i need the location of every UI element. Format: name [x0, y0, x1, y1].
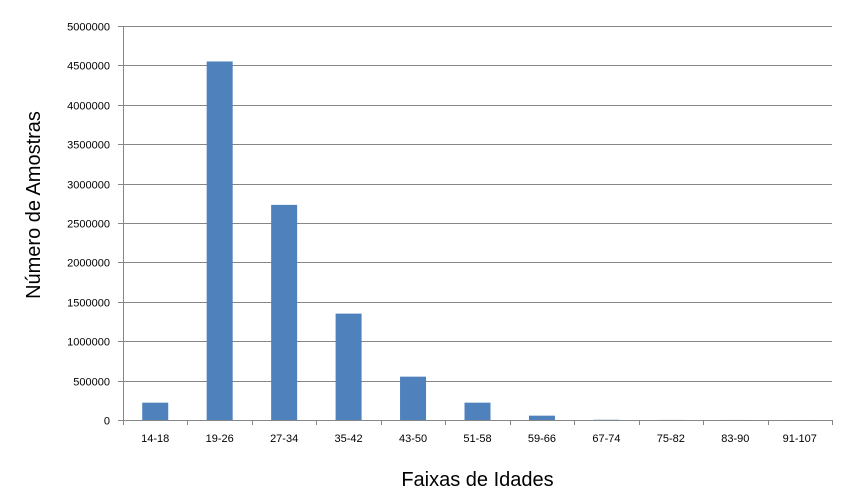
y-tick-label: 1500000: [67, 298, 110, 310]
bar-51-58: [464, 402, 491, 420]
y-tick-label: 2500000: [67, 219, 110, 231]
y-tick-label: 4500000: [67, 61, 110, 73]
bar-43-50: [400, 376, 427, 420]
y-axis-title: Número de Amostras: [23, 111, 45, 299]
y-tick-label: 1000000: [67, 337, 110, 349]
bars: [142, 61, 813, 421]
bar-35-42: [335, 313, 362, 420]
y-tick-labels: 0 500000 1000000 1500000 2000000 2500000 30000…: [67, 22, 110, 428]
bar-14-18: [142, 402, 169, 420]
gridlines: [123, 26, 832, 382]
y-tick-label: 5000000: [67, 22, 110, 34]
bar-59-66: [528, 415, 555, 420]
x-tick-label: 35-42: [335, 433, 363, 445]
y-tick-label: 4000000: [67, 101, 110, 113]
x-tick-label: 67-74: [592, 433, 620, 445]
y-tick-label: 2000000: [67, 258, 110, 270]
y-tick-label: 500000: [73, 377, 110, 389]
x-tick-label: 51-58: [463, 433, 491, 445]
y-tick-label: 3000000: [67, 180, 110, 192]
y-tick-label: 3500000: [67, 140, 110, 152]
x-tick-label: 27-34: [270, 433, 298, 445]
x-tick-label: 19-26: [206, 433, 234, 445]
x-tick-label: 14-18: [141, 433, 169, 445]
x-tick-labels: 14-18 19-26 27-34 35-42 43-50 51-58 59-66 67-74…: [141, 433, 817, 445]
x-tick-label: 59-66: [528, 433, 556, 445]
bar-27-34: [271, 204, 298, 420]
axes: [118, 26, 833, 425]
y-tick-label: 0: [104, 416, 110, 428]
x-tick-label: 43-50: [399, 433, 427, 445]
bar-19-26: [206, 61, 233, 421]
x-tick-label: 83-90: [721, 433, 749, 445]
x-axis-title: Faixas de Idades: [401, 469, 553, 491]
x-tick-label: 91-107: [783, 433, 817, 445]
x-tick-label: 75-82: [657, 433, 685, 445]
